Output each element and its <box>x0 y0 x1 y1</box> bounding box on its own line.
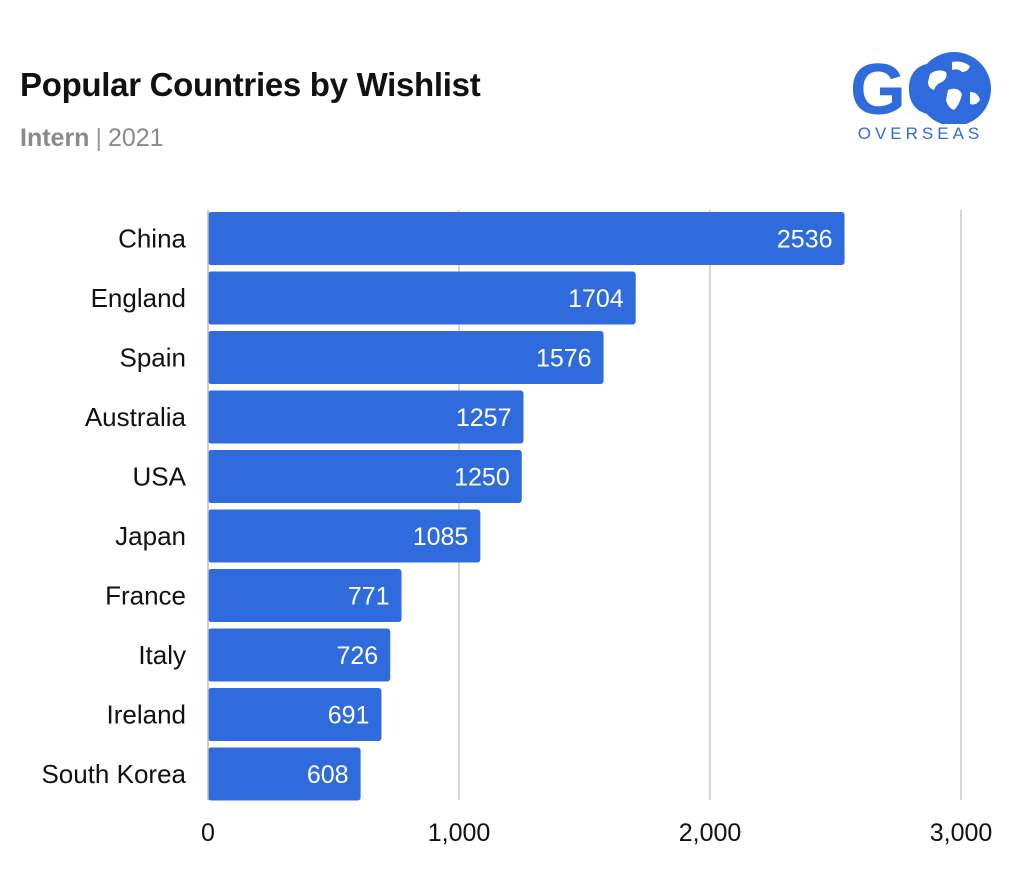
category-label: Italy <box>138 640 186 670</box>
x-tick-label: 1,000 <box>428 819 491 847</box>
subtitle-year: 2021 <box>107 124 164 152</box>
bar <box>208 747 361 801</box>
bar <box>208 688 382 741</box>
category-label: Spain <box>120 343 187 373</box>
data-label: 608 <box>307 761 349 789</box>
category-label: Japan <box>115 521 186 551</box>
chart-subtitle: Intern | 2021 <box>20 124 164 153</box>
bar <box>208 271 636 325</box>
data-label: 1576 <box>536 345 592 373</box>
logo-text: OVERSEAS <box>857 124 984 143</box>
category-label: USA <box>133 462 187 492</box>
bar <box>208 331 604 384</box>
globe-icon <box>917 52 991 126</box>
data-label: 1257 <box>456 404 512 432</box>
category-label: China <box>118 224 186 254</box>
go-overseas-logo: GO OVERSEAS <box>848 50 993 152</box>
bar <box>208 569 402 622</box>
chart-title: Popular Countries by Wishlist <box>20 66 481 103</box>
bar <box>208 212 845 265</box>
x-tick-label: 2,000 <box>679 819 742 847</box>
logo-mark: GO <box>850 50 991 130</box>
subtitle-category: Intern <box>20 124 90 152</box>
category-label: South Korea <box>41 759 186 789</box>
data-label: 1085 <box>413 523 469 551</box>
data-label: 2536 <box>777 226 833 254</box>
category-label: France <box>105 581 186 611</box>
data-label: 726 <box>337 642 379 670</box>
bar <box>208 509 481 563</box>
data-label: 691 <box>328 702 370 730</box>
bar <box>208 390 524 444</box>
x-tick-label: 3,000 <box>930 819 993 847</box>
x-tick-label: 0 <box>201 819 215 847</box>
subtitle-separator: | <box>95 124 102 152</box>
category-label: Australia <box>85 402 187 432</box>
category-label: Ireland <box>107 700 187 730</box>
data-label: 1704 <box>568 285 624 313</box>
category-label: England <box>91 283 186 313</box>
bar <box>208 628 391 682</box>
data-label: 771 <box>348 583 390 611</box>
bar <box>208 450 522 503</box>
data-label: 1250 <box>454 464 510 492</box>
